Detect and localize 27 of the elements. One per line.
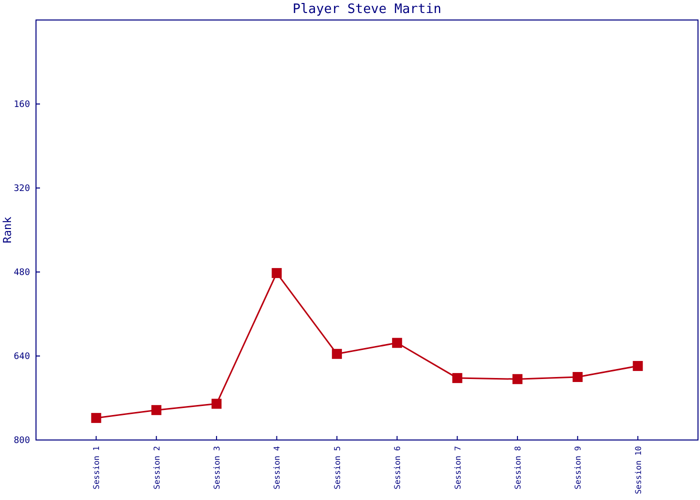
point: [512, 374, 522, 384]
x-tick-label: Session 9: [574, 446, 583, 490]
point: [272, 268, 282, 278]
y-tick-label: 320: [14, 184, 30, 194]
y-tick-label: 160: [14, 100, 30, 110]
x-tick-label: Session 10: [634, 446, 643, 494]
x-tick-label: Session 8: [513, 446, 522, 490]
y-tick-label: 480: [14, 268, 30, 278]
x-tick-label: Session 7: [453, 446, 462, 490]
x-tick-label: Session 6: [393, 446, 402, 490]
point: [392, 338, 402, 348]
y-tick-label: 800: [14, 436, 30, 446]
point: [91, 412, 102, 423]
y-tick-label: 640: [14, 352, 30, 362]
x-tick-label: Session 5: [332, 446, 342, 490]
point: [572, 372, 583, 382]
y-axis-title: Rank: [1, 216, 14, 244]
x-tick-label: Session 2: [152, 446, 162, 490]
x-tick-label: Session 1: [92, 446, 102, 490]
x-tick-label: Session 3: [212, 446, 222, 490]
point: [151, 405, 162, 416]
point: [452, 373, 462, 384]
point: [332, 348, 342, 359]
point: [632, 360, 643, 371]
point: [212, 398, 222, 409]
chart-title: Player Steve Martin: [292, 2, 442, 17]
x-tick-label: Session 4: [272, 446, 282, 490]
